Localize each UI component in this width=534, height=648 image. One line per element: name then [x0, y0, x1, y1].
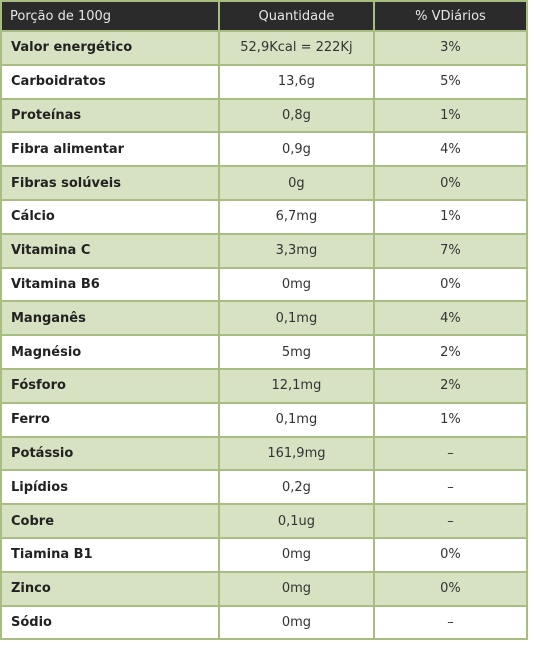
nutrient-daily-value: 0%	[374, 538, 526, 571]
nutrient-daily-value: 4%	[374, 133, 526, 166]
nutrient-name: Valor energético	[2, 32, 218, 64]
nutrient-quantity: 0,9g	[219, 133, 373, 166]
table-row: Magnésio 5mg 2%	[2, 336, 526, 368]
nutrient-daily-value: –	[374, 471, 526, 504]
nutrient-name: Magnésio	[2, 336, 218, 368]
nutrient-name: Vitamina B6	[2, 268, 218, 301]
nutrient-name: Fibras solúveis	[2, 167, 218, 199]
nutrient-quantity: 0mg	[219, 538, 373, 571]
nutrient-name: Cobre	[2, 505, 218, 537]
nutrient-name: Zinco	[2, 572, 218, 605]
nutrient-daily-value: 1%	[374, 200, 526, 233]
nutrient-quantity: 0,8g	[219, 99, 373, 132]
table-row: Proteínas 0,8g 1%	[2, 99, 526, 132]
nutrient-name: Fibra alimentar	[2, 133, 218, 166]
nutrient-quantity: 0mg	[219, 572, 373, 605]
nutrient-quantity: 161,9mg	[219, 437, 373, 470]
table-row: Manganês 0,1mg 4%	[2, 302, 526, 335]
nutrient-name: Fósforo	[2, 369, 218, 402]
nutrient-daily-value: 4%	[374, 302, 526, 335]
table-row: Fibra alimentar 0,9g 4%	[2, 133, 526, 166]
table-row: Vitamina B6 0mg 0%	[2, 268, 526, 301]
nutrient-name: Cálcio	[2, 200, 218, 233]
nutrient-daily-value: –	[374, 505, 526, 537]
nutrient-name: Vitamina C	[2, 234, 218, 267]
nutrient-name: Tiamina B1	[2, 538, 218, 571]
nutrient-name: Proteínas	[2, 99, 218, 132]
nutrition-table-body: Valor energético 52,9Kcal = 222Kj 3% Carboi…	[2, 32, 526, 639]
nutrient-daily-value: 1%	[374, 403, 526, 436]
nutrient-quantity: 0mg	[219, 606, 373, 639]
nutrient-quantity: 0,1ug	[219, 505, 373, 537]
nutrient-quantity: 0,1mg	[219, 403, 373, 436]
table-row: Cálcio 6,7mg 1%	[2, 200, 526, 233]
header-quantity: Quantidade	[219, 2, 373, 30]
nutrient-name: Potássio	[2, 437, 218, 470]
nutrient-quantity: 12,1mg	[219, 369, 373, 402]
table-row: Fibras solúveis 0g 0%	[2, 167, 526, 199]
table-row: Fósforo 12,1mg 2%	[2, 369, 526, 402]
nutrient-quantity: 0,1mg	[219, 302, 373, 335]
table-row: Ferro 0,1mg 1%	[2, 403, 526, 436]
nutrient-quantity: 0mg	[219, 268, 373, 301]
nutrition-table: Porção de 100g Quantidade % VDiários Val…	[0, 0, 528, 641]
table-row: Valor energético 52,9Kcal = 222Kj 3%	[2, 32, 526, 64]
nutrient-daily-value: 2%	[374, 336, 526, 368]
nutrient-quantity: 5mg	[219, 336, 373, 368]
table-row: Lipídios 0,2g –	[2, 471, 526, 504]
nutrient-daily-value: 0%	[374, 268, 526, 301]
nutrient-quantity: 0g	[219, 167, 373, 199]
table-row: Sódio 0mg –	[2, 606, 526, 639]
nutrient-daily-value: 0%	[374, 167, 526, 199]
header-portion: Porção de 100g	[2, 2, 218, 30]
table-row: Vitamina C 3,3mg 7%	[2, 234, 526, 267]
nutrient-name: Ferro	[2, 403, 218, 436]
nutrient-name: Lipídios	[2, 471, 218, 504]
nutrient-daily-value: 5%	[374, 65, 526, 98]
nutrient-daily-value: –	[374, 606, 526, 639]
nutrient-daily-value: 7%	[374, 234, 526, 267]
nutrient-daily-value: 2%	[374, 369, 526, 402]
nutrient-quantity: 13,6g	[219, 65, 373, 98]
nutrient-name: Carboidratos	[2, 65, 218, 98]
nutrient-quantity: 0,2g	[219, 471, 373, 504]
table-header-row: Porção de 100g Quantidade % VDiários	[2, 2, 526, 30]
table-row: Tiamina B1 0mg 0%	[2, 538, 526, 571]
table-row: Zinco 0mg 0%	[2, 572, 526, 605]
nutrient-name: Manganês	[2, 302, 218, 335]
nutrient-quantity: 3,3mg	[219, 234, 373, 267]
table-row: Carboidratos 13,6g 5%	[2, 65, 526, 98]
nutrient-quantity: 6,7mg	[219, 200, 373, 233]
nutrient-daily-value: –	[374, 437, 526, 470]
table-row: Cobre 0,1ug –	[2, 505, 526, 537]
nutrient-quantity: 52,9Kcal = 222Kj	[219, 32, 373, 64]
header-daily-value: % VDiários	[374, 2, 526, 30]
table-row: Potássio 161,9mg –	[2, 437, 526, 470]
nutrient-name: Sódio	[2, 606, 218, 639]
nutrient-daily-value: 3%	[374, 32, 526, 64]
nutrient-daily-value: 1%	[374, 99, 526, 132]
nutrient-daily-value: 0%	[374, 572, 526, 605]
